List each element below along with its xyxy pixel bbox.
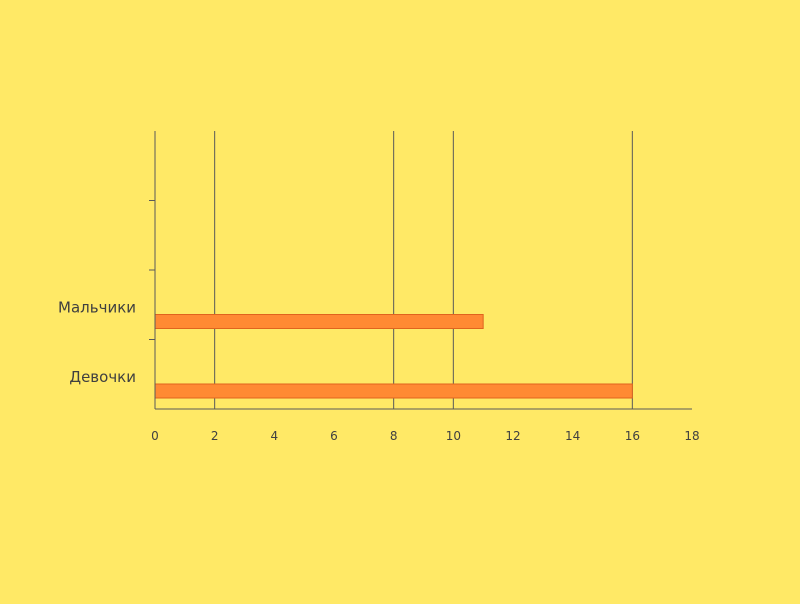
- x-tick-label-14: 14: [565, 429, 580, 443]
- axes: [149, 131, 692, 410]
- x-tick-label-6: 6: [330, 429, 338, 443]
- x-tick-label-16: 16: [625, 429, 640, 443]
- bar-malchiki: [154, 314, 484, 329]
- x-tick-label-4: 4: [271, 429, 279, 443]
- x-tick-label-0: 0: [151, 429, 159, 443]
- labels: 0 2 4 6 8 10 12 14 16 18 Девочки Мальчики: [58, 299, 700, 444]
- gridlines: [214, 131, 633, 409]
- x-tick-label-10: 10: [446, 429, 461, 443]
- bars: [154, 314, 633, 399]
- category-label-devochki: Девочки: [69, 368, 136, 386]
- x-tick-label-2: 2: [211, 429, 219, 443]
- x-tick-label-18: 18: [684, 429, 699, 443]
- category-label-malchiki: Мальчики: [58, 299, 136, 317]
- bar-devochki: [154, 383, 633, 399]
- x-tick-label-8: 8: [390, 429, 398, 443]
- x-tick-label-12: 12: [505, 429, 520, 443]
